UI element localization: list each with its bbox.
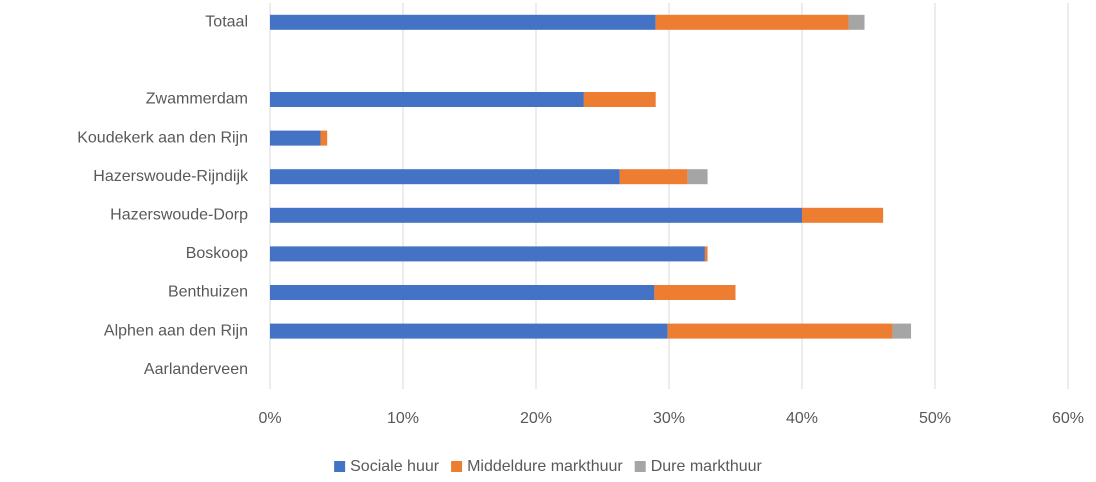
- bar-segment: [704, 246, 708, 262]
- y-tick-label: Aarlanderveen: [144, 361, 248, 378]
- x-tick-label: 0%: [258, 410, 281, 427]
- bar-segment: [654, 285, 736, 300]
- bar-segment: [270, 207, 802, 223]
- legend: Sociale huur Middeldure markthuur Dure mar…: [334, 458, 763, 475]
- y-tick-label: Hazerswoude-Rijndijk: [93, 168, 249, 185]
- bar-segment: [270, 285, 655, 300]
- legend-swatch: [451, 461, 463, 472]
- legend-swatch: [634, 461, 646, 472]
- x-tick-label: 50%: [919, 410, 951, 427]
- bar-segment: [667, 323, 893, 339]
- bar-segment: [848, 14, 865, 30]
- y-tick-label: Hazerswoude-Dorp: [110, 207, 248, 224]
- x-tick-label: 60%: [1052, 410, 1084, 427]
- legend-label: Sociale huur: [350, 458, 440, 475]
- bar-segment: [270, 323, 668, 339]
- x-tick-label: 40%: [786, 410, 818, 427]
- legend-label: Middeldure markthuur: [467, 458, 623, 475]
- y-tick-label: Zwammerdam: [146, 91, 248, 108]
- bar-segment: [270, 246, 705, 262]
- y-tick-label: Benthuizen: [168, 284, 248, 301]
- y-tick-label: Totaal: [205, 14, 248, 31]
- bar-segment: [583, 92, 656, 107]
- legend-label: Dure markthuur: [651, 458, 763, 475]
- bar-segment: [270, 130, 321, 146]
- bar-segment: [655, 14, 849, 30]
- x-tick-label: 30%: [653, 410, 685, 427]
- y-tick-label: Boskoop: [186, 245, 248, 262]
- y-tick-label: Koudekerk aan den Rijn: [77, 129, 248, 146]
- y-tick-label: Alphen aan den Rijn: [104, 322, 248, 339]
- bar-segment: [270, 92, 584, 107]
- x-tick-label: 20%: [520, 410, 552, 427]
- bar-segment: [270, 14, 656, 30]
- x-tick-label: 10%: [387, 410, 419, 427]
- bar-segment: [802, 207, 884, 223]
- legend-swatch: [334, 461, 346, 472]
- bar-segment: [687, 169, 708, 185]
- bar-segment: [619, 169, 688, 185]
- bar-segment: [892, 323, 912, 339]
- bar-segment: [320, 130, 328, 146]
- bar-segment: [270, 169, 620, 185]
